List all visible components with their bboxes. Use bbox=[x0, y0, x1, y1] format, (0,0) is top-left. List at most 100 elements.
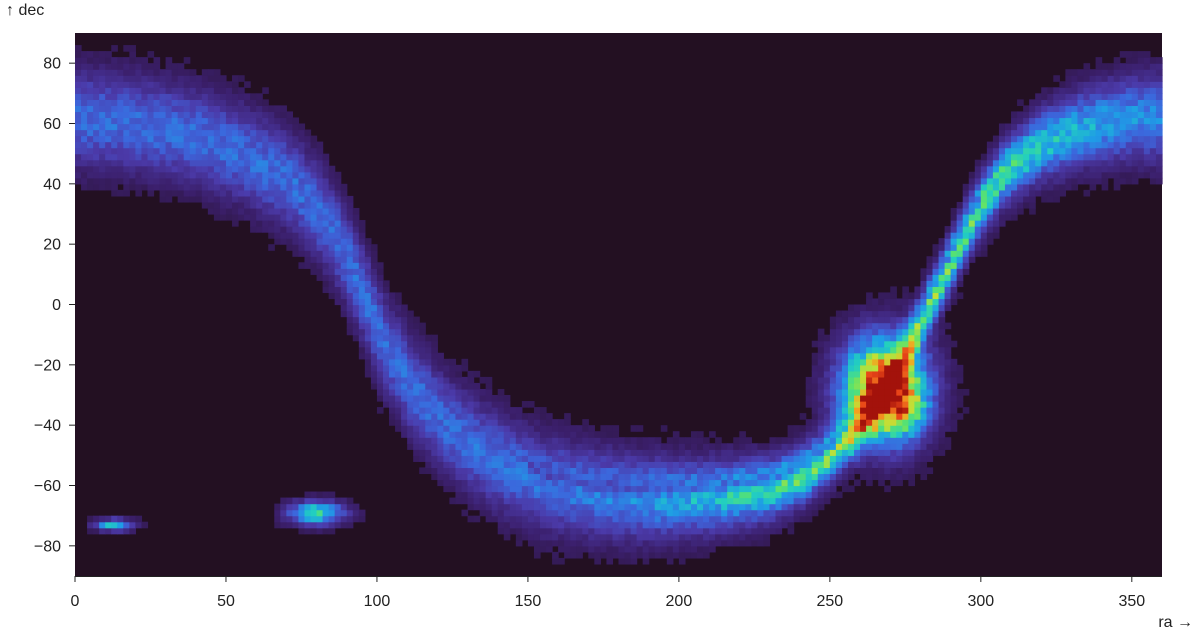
heatmap-cell bbox=[932, 407, 940, 414]
heatmap-cell bbox=[727, 491, 734, 499]
heatmap-cell bbox=[533, 533, 541, 541]
heatmap-cell bbox=[1083, 189, 1091, 197]
heatmap-cell bbox=[533, 491, 541, 499]
heatmap-cell bbox=[328, 262, 336, 269]
heatmap-cell bbox=[630, 455, 638, 462]
heatmap-cell bbox=[527, 485, 535, 493]
heatmap-cell bbox=[105, 51, 112, 58]
heatmap-cell bbox=[105, 165, 112, 173]
heatmap-cell bbox=[564, 521, 571, 529]
heatmap-cell bbox=[1119, 141, 1127, 149]
heatmap-cell bbox=[678, 509, 686, 517]
heatmap-cell bbox=[860, 382, 867, 390]
heatmap-cell bbox=[594, 515, 601, 523]
heatmap-cell bbox=[1011, 111, 1018, 119]
heatmap-cell bbox=[908, 467, 916, 475]
heatmap-cell bbox=[389, 346, 396, 354]
heatmap-cell bbox=[588, 503, 595, 511]
heatmap-cell bbox=[697, 503, 704, 511]
heatmap-cell bbox=[860, 340, 867, 348]
heatmap-cell bbox=[509, 419, 517, 426]
heatmap-cell bbox=[1047, 87, 1054, 94]
heatmap-cell bbox=[207, 165, 215, 173]
heatmap-cell bbox=[582, 479, 589, 487]
heatmap-cell bbox=[503, 533, 511, 541]
heatmap-cell bbox=[304, 220, 312, 227]
heatmap-cell bbox=[225, 207, 233, 215]
heatmap-cell bbox=[376, 364, 384, 372]
heatmap-cell bbox=[485, 473, 493, 481]
heatmap-cell bbox=[407, 364, 414, 372]
heatmap-cell bbox=[938, 376, 946, 384]
heatmap-cell bbox=[1125, 171, 1133, 179]
heatmap-cell bbox=[358, 232, 366, 239]
heatmap-cell bbox=[932, 352, 940, 360]
heatmap-cell bbox=[1101, 117, 1109, 125]
heatmap-cell bbox=[286, 195, 293, 203]
heatmap-cell bbox=[473, 497, 481, 505]
heatmap-cell bbox=[310, 165, 318, 173]
heatmap-cell bbox=[87, 147, 94, 155]
heatmap-cell bbox=[805, 503, 813, 511]
heatmap-cell bbox=[111, 81, 118, 88]
heatmap-cell bbox=[479, 473, 487, 481]
heatmap-cell bbox=[944, 437, 952, 444]
heatmap-cell bbox=[298, 141, 306, 149]
heatmap-cell bbox=[817, 407, 825, 414]
heatmap-cell bbox=[1095, 165, 1103, 173]
heatmap-cell bbox=[527, 431, 535, 438]
heatmap-cell bbox=[129, 51, 136, 58]
heatmap-cell bbox=[316, 268, 324, 275]
heatmap-cell bbox=[1155, 135, 1163, 143]
heatmap-cell bbox=[298, 509, 306, 517]
heatmap-cell bbox=[588, 425, 595, 432]
heatmap-cell bbox=[678, 485, 686, 493]
heatmap-cell bbox=[835, 328, 843, 336]
heatmap-cell bbox=[998, 159, 1006, 167]
heatmap-cell bbox=[473, 515, 481, 523]
heatmap-cell bbox=[817, 449, 825, 456]
heatmap-cell bbox=[690, 479, 698, 487]
heatmap-cell bbox=[413, 316, 420, 324]
heatmap-cell bbox=[660, 473, 668, 481]
heatmap-cell bbox=[328, 527, 336, 535]
heatmap-cell bbox=[141, 147, 149, 155]
heatmap-cell bbox=[310, 220, 318, 227]
heatmap-cell bbox=[672, 527, 680, 535]
heatmap-cell bbox=[370, 340, 378, 348]
heatmap-cell bbox=[847, 370, 855, 378]
heatmap-cell bbox=[376, 316, 384, 324]
heatmap-cell bbox=[1119, 135, 1127, 143]
heatmap-cell bbox=[624, 443, 632, 450]
heatmap-cell bbox=[878, 473, 885, 481]
heatmap-cell bbox=[1017, 207, 1024, 215]
heatmap-cell bbox=[352, 286, 360, 294]
heatmap-cell bbox=[866, 370, 873, 378]
heatmap-cell bbox=[1119, 153, 1127, 161]
heatmap-cell bbox=[1131, 87, 1139, 94]
heatmap-cell bbox=[757, 533, 765, 541]
heatmap-cell bbox=[938, 310, 946, 318]
heatmap-cell bbox=[99, 165, 106, 173]
heatmap-cell bbox=[1071, 147, 1079, 155]
heatmap-cell bbox=[642, 509, 650, 517]
heatmap-cell bbox=[1029, 111, 1036, 119]
heatmap-cell bbox=[950, 340, 958, 348]
heatmap-cell bbox=[316, 491, 324, 499]
heatmap-cell bbox=[1089, 69, 1097, 76]
heatmap-cell bbox=[99, 75, 106, 82]
heatmap-cell bbox=[817, 401, 825, 408]
heatmap-cell bbox=[99, 527, 106, 535]
heatmap-cell bbox=[177, 141, 185, 149]
heatmap-cell bbox=[322, 189, 330, 197]
heatmap-cell bbox=[817, 346, 825, 354]
heatmap-cell bbox=[920, 280, 928, 287]
heatmap-cell bbox=[582, 449, 589, 456]
heatmap-cell bbox=[908, 437, 916, 444]
heatmap-cell bbox=[660, 479, 668, 487]
heatmap-cell bbox=[1107, 87, 1115, 94]
heatmap-cell bbox=[1107, 135, 1115, 143]
heatmap-cell bbox=[256, 220, 263, 227]
heatmap-cell bbox=[1101, 99, 1109, 106]
heatmap-cell bbox=[129, 153, 136, 161]
